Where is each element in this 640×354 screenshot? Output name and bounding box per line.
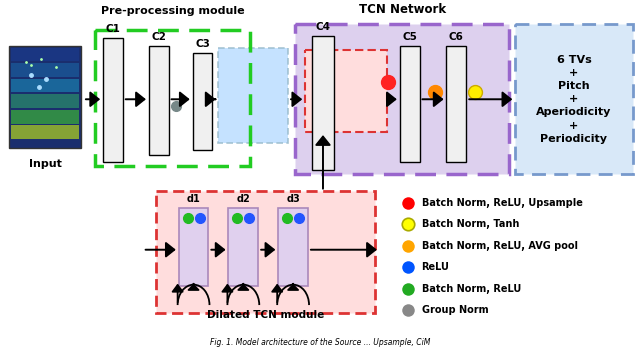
Bar [156,192,375,313]
Bar [12,63,79,77]
Bar [12,110,79,124]
Text: d3: d3 [286,194,300,204]
Text: 6 TVs
+
Pitch
+
Aperiodicity
+
Periodicity: 6 TVs + Pitch + Aperiodicity + Periodici… [536,55,612,144]
Bar [12,48,79,61]
Text: Group Norm: Group Norm [422,305,488,315]
Text: d2: d2 [236,194,250,204]
Bar [193,53,212,150]
Bar [228,208,259,286]
Text: Fig. 1. Model architecture of the Source ... Upsample, CiM: Fig. 1. Model architecture of the Source… [210,338,430,347]
Text: C5: C5 [402,32,417,42]
Bar [515,24,632,174]
Text: d1: d1 [187,194,200,204]
Text: C1: C1 [106,24,120,34]
Bar [447,46,467,162]
Text: C4: C4 [316,22,330,32]
Bar [218,48,288,143]
Text: Batch Norm, ReLU, AVG pool: Batch Norm, ReLU, AVG pool [422,241,577,251]
Text: Input: Input [29,159,61,170]
Bar [179,208,209,286]
Bar [12,125,79,139]
Text: Batch Norm, Tanh: Batch Norm, Tanh [422,219,519,229]
Bar [103,38,123,162]
Text: C6: C6 [449,32,464,42]
Bar [12,79,79,92]
Bar [399,46,420,162]
Bar [148,46,169,155]
Text: Batch Norm, ReLU: Batch Norm, ReLU [422,284,521,293]
Bar [95,30,250,166]
Bar [10,46,81,148]
Bar [295,24,509,174]
Text: TCN Network: TCN Network [359,3,446,16]
Text: Pre-processing module: Pre-processing module [101,6,244,16]
Text: C3: C3 [195,39,210,49]
Text: Batch Norm, ReLU, Upsample: Batch Norm, ReLU, Upsample [422,198,582,208]
Bar [12,95,79,108]
Text: ReLU: ReLU [422,262,449,272]
Bar [278,208,308,286]
Bar [305,50,387,132]
Text: Dilated TCN module: Dilated TCN module [207,310,324,320]
Text: C2: C2 [151,32,166,42]
Bar [312,36,334,170]
